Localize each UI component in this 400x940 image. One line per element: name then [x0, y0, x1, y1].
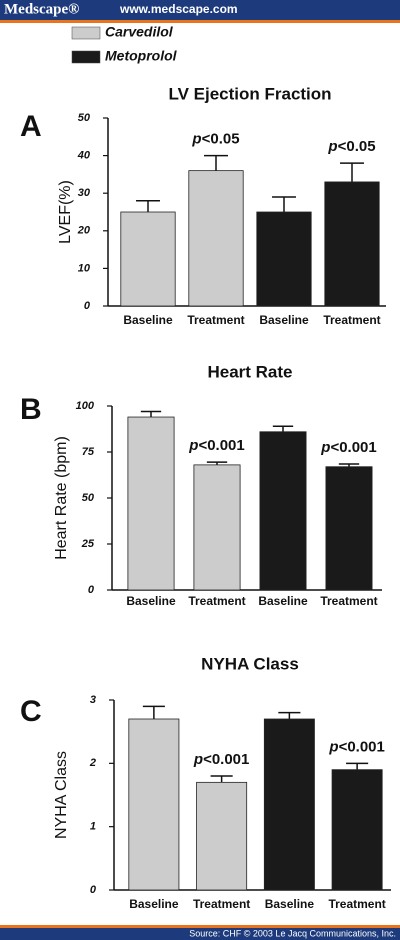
footer-rule: [0, 925, 400, 928]
y-tick-label: 0: [90, 884, 97, 896]
y-tick-label: 30: [78, 187, 91, 199]
x-tick-label: Baseline: [258, 594, 308, 608]
x-tick-label: Treatment: [323, 313, 380, 327]
x-tick-label: Treatment: [188, 594, 245, 608]
panel-label: A: [20, 110, 42, 143]
y-tick-label: 25: [81, 538, 95, 550]
bar: [259, 431, 307, 591]
bar: [325, 466, 373, 591]
y-axis-label: NYHA Class: [53, 751, 70, 839]
legend-swatch: [71, 50, 101, 64]
y-tick-label: 75: [82, 446, 95, 458]
y-tick-label: 20: [77, 225, 91, 237]
bar: [193, 464, 241, 591]
y-tick-label: 0: [84, 300, 91, 312]
y-tick-label: 2: [89, 757, 96, 769]
header-bar: [0, 0, 400, 20]
bar: [263, 718, 315, 891]
bar: [256, 211, 312, 307]
legend-label: Metoprolol: [105, 48, 178, 64]
legend-label: Carvedilol: [105, 24, 174, 40]
y-axis-label: Heart Rate (bpm): [53, 436, 70, 560]
y-tick-label: 50: [78, 112, 91, 124]
y-tick-label: 100: [76, 400, 95, 412]
x-tick-label: Baseline: [265, 897, 315, 911]
bar: [127, 416, 175, 591]
bar: [324, 181, 380, 307]
x-tick-label: Baseline: [123, 313, 173, 327]
annotation: p<0.001: [188, 437, 244, 454]
y-tick-label: 40: [77, 150, 91, 162]
annotation: p<0.001: [193, 751, 249, 768]
annotation: p<0.05: [327, 138, 375, 155]
brand: Medscape®: [4, 1, 79, 17]
bar: [331, 769, 383, 891]
header-rule: [0, 20, 400, 23]
legend-swatch: [71, 26, 101, 40]
chart-title: LV Ejection Fraction: [168, 84, 331, 103]
chart-title: NYHA Class: [201, 654, 299, 673]
annotation: p<0.05: [191, 131, 239, 148]
x-tick-label: Treatment: [187, 313, 244, 327]
x-tick-label: Treatment: [328, 897, 385, 911]
annotation: p<0.001: [328, 738, 384, 755]
bar: [120, 211, 176, 307]
footer-bar: [0, 928, 400, 940]
y-tick-label: 1: [90, 821, 96, 833]
header-url: www.medscape.com: [119, 2, 238, 16]
y-tick-label: 10: [78, 262, 91, 274]
x-tick-label: Treatment: [320, 594, 377, 608]
footer-source: Source: CHF © 2003 Le Jacq Communication…: [189, 928, 396, 938]
annotation: p<0.001: [320, 439, 376, 456]
bar: [196, 781, 248, 891]
y-axis-label: LVEF(%): [57, 180, 74, 244]
y-tick-label: 50: [82, 492, 95, 504]
x-tick-label: Treatment: [193, 897, 250, 911]
panel-label: C: [20, 695, 42, 728]
chart-title: Heart Rate: [207, 362, 292, 381]
x-tick-label: Baseline: [259, 313, 309, 327]
y-tick-label: 3: [90, 694, 96, 706]
y-tick-label: 0: [88, 584, 95, 596]
panel-label: B: [20, 393, 42, 426]
bar: [188, 170, 244, 307]
x-tick-label: Baseline: [126, 594, 176, 608]
x-tick-label: Baseline: [129, 897, 179, 911]
bar: [128, 718, 180, 891]
